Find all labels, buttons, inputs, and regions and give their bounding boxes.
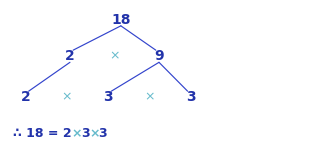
Text: 2: 2 (65, 49, 75, 63)
Text: 3: 3 (81, 127, 90, 140)
Text: 2: 2 (21, 90, 30, 104)
Text: 9: 9 (154, 49, 164, 63)
Text: ∴ 18 = 2: ∴ 18 = 2 (13, 127, 71, 140)
Text: ×: × (144, 91, 155, 104)
Text: 3: 3 (99, 127, 107, 140)
Text: ×: × (89, 127, 100, 140)
Text: ×: × (72, 127, 82, 140)
Text: ×: × (61, 91, 72, 104)
Text: 3: 3 (186, 90, 196, 104)
Text: 3: 3 (103, 90, 113, 104)
Text: 18: 18 (111, 13, 131, 27)
Text: ×: × (109, 50, 120, 63)
